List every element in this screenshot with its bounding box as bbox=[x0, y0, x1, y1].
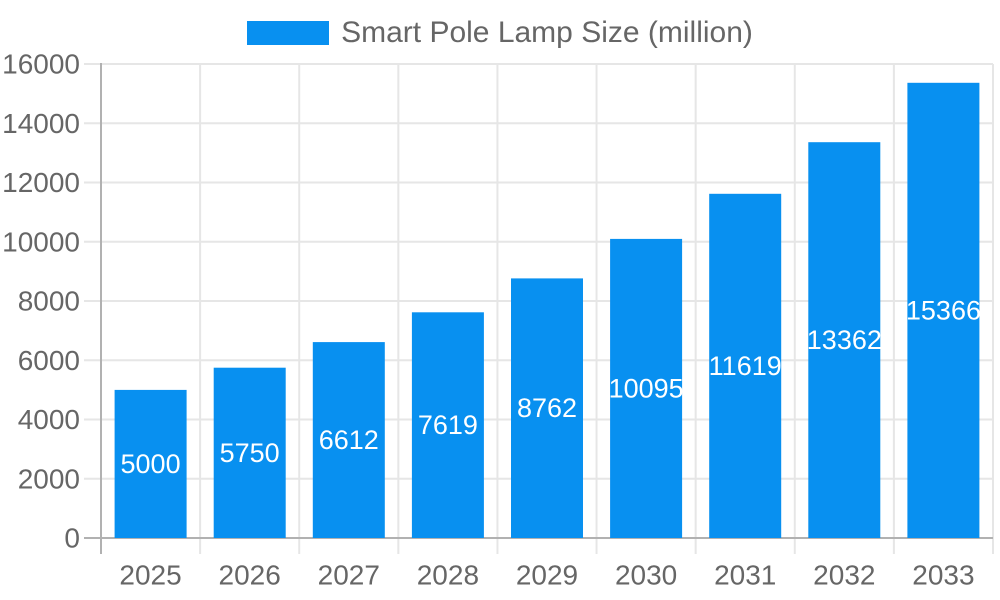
bar-value-label: 13362 bbox=[807, 325, 882, 355]
x-tick-label: 2031 bbox=[714, 560, 776, 591]
y-tick-label: 10000 bbox=[2, 226, 80, 257]
legend-label[interactable]: Smart Pole Lamp Size (million) bbox=[341, 16, 753, 49]
legend-swatch[interactable] bbox=[247, 21, 330, 45]
x-tick-label: 2029 bbox=[516, 560, 578, 591]
bar-value-label: 5000 bbox=[121, 449, 181, 479]
chart-legend[interactable]: Smart Pole Lamp Size (million) bbox=[0, 18, 1000, 48]
x-tick-label: 2032 bbox=[813, 560, 875, 591]
bar-value-label: 10095 bbox=[609, 373, 684, 403]
x-tick-label: 2025 bbox=[119, 560, 181, 591]
bar-value-label: 8762 bbox=[517, 393, 577, 423]
bar[interactable] bbox=[213, 367, 286, 538]
y-tick-label: 4000 bbox=[18, 404, 80, 435]
x-tick-label: 2033 bbox=[912, 560, 974, 591]
y-tick-label: 2000 bbox=[18, 463, 80, 494]
bar[interactable] bbox=[312, 342, 385, 538]
bar[interactable] bbox=[610, 238, 683, 538]
x-tick-label: 2026 bbox=[219, 560, 281, 591]
y-tick-label: 12000 bbox=[2, 167, 80, 198]
bar[interactable] bbox=[709, 193, 782, 539]
bar[interactable] bbox=[907, 82, 980, 539]
bar[interactable] bbox=[411, 312, 484, 538]
y-tick-label: 6000 bbox=[18, 345, 80, 376]
bar[interactable] bbox=[114, 389, 187, 538]
x-tick-label: 2028 bbox=[417, 560, 479, 591]
bar[interactable] bbox=[808, 142, 881, 538]
bar-value-label: 7619 bbox=[418, 410, 478, 440]
x-tick-label: 2027 bbox=[318, 560, 380, 591]
x-tick-label: 2030 bbox=[615, 560, 677, 591]
bar-value-label: 5750 bbox=[220, 438, 280, 468]
bar-value-label: 15366 bbox=[906, 295, 981, 325]
y-tick-label: 14000 bbox=[2, 108, 80, 139]
y-tick-label: 8000 bbox=[18, 286, 80, 317]
bar-value-label: 11619 bbox=[709, 351, 782, 381]
bar-value-label: 6612 bbox=[319, 425, 379, 455]
y-tick-label: 16000 bbox=[2, 49, 80, 80]
bar[interactable] bbox=[511, 278, 583, 538]
y-tick-label: 0 bbox=[64, 523, 80, 554]
